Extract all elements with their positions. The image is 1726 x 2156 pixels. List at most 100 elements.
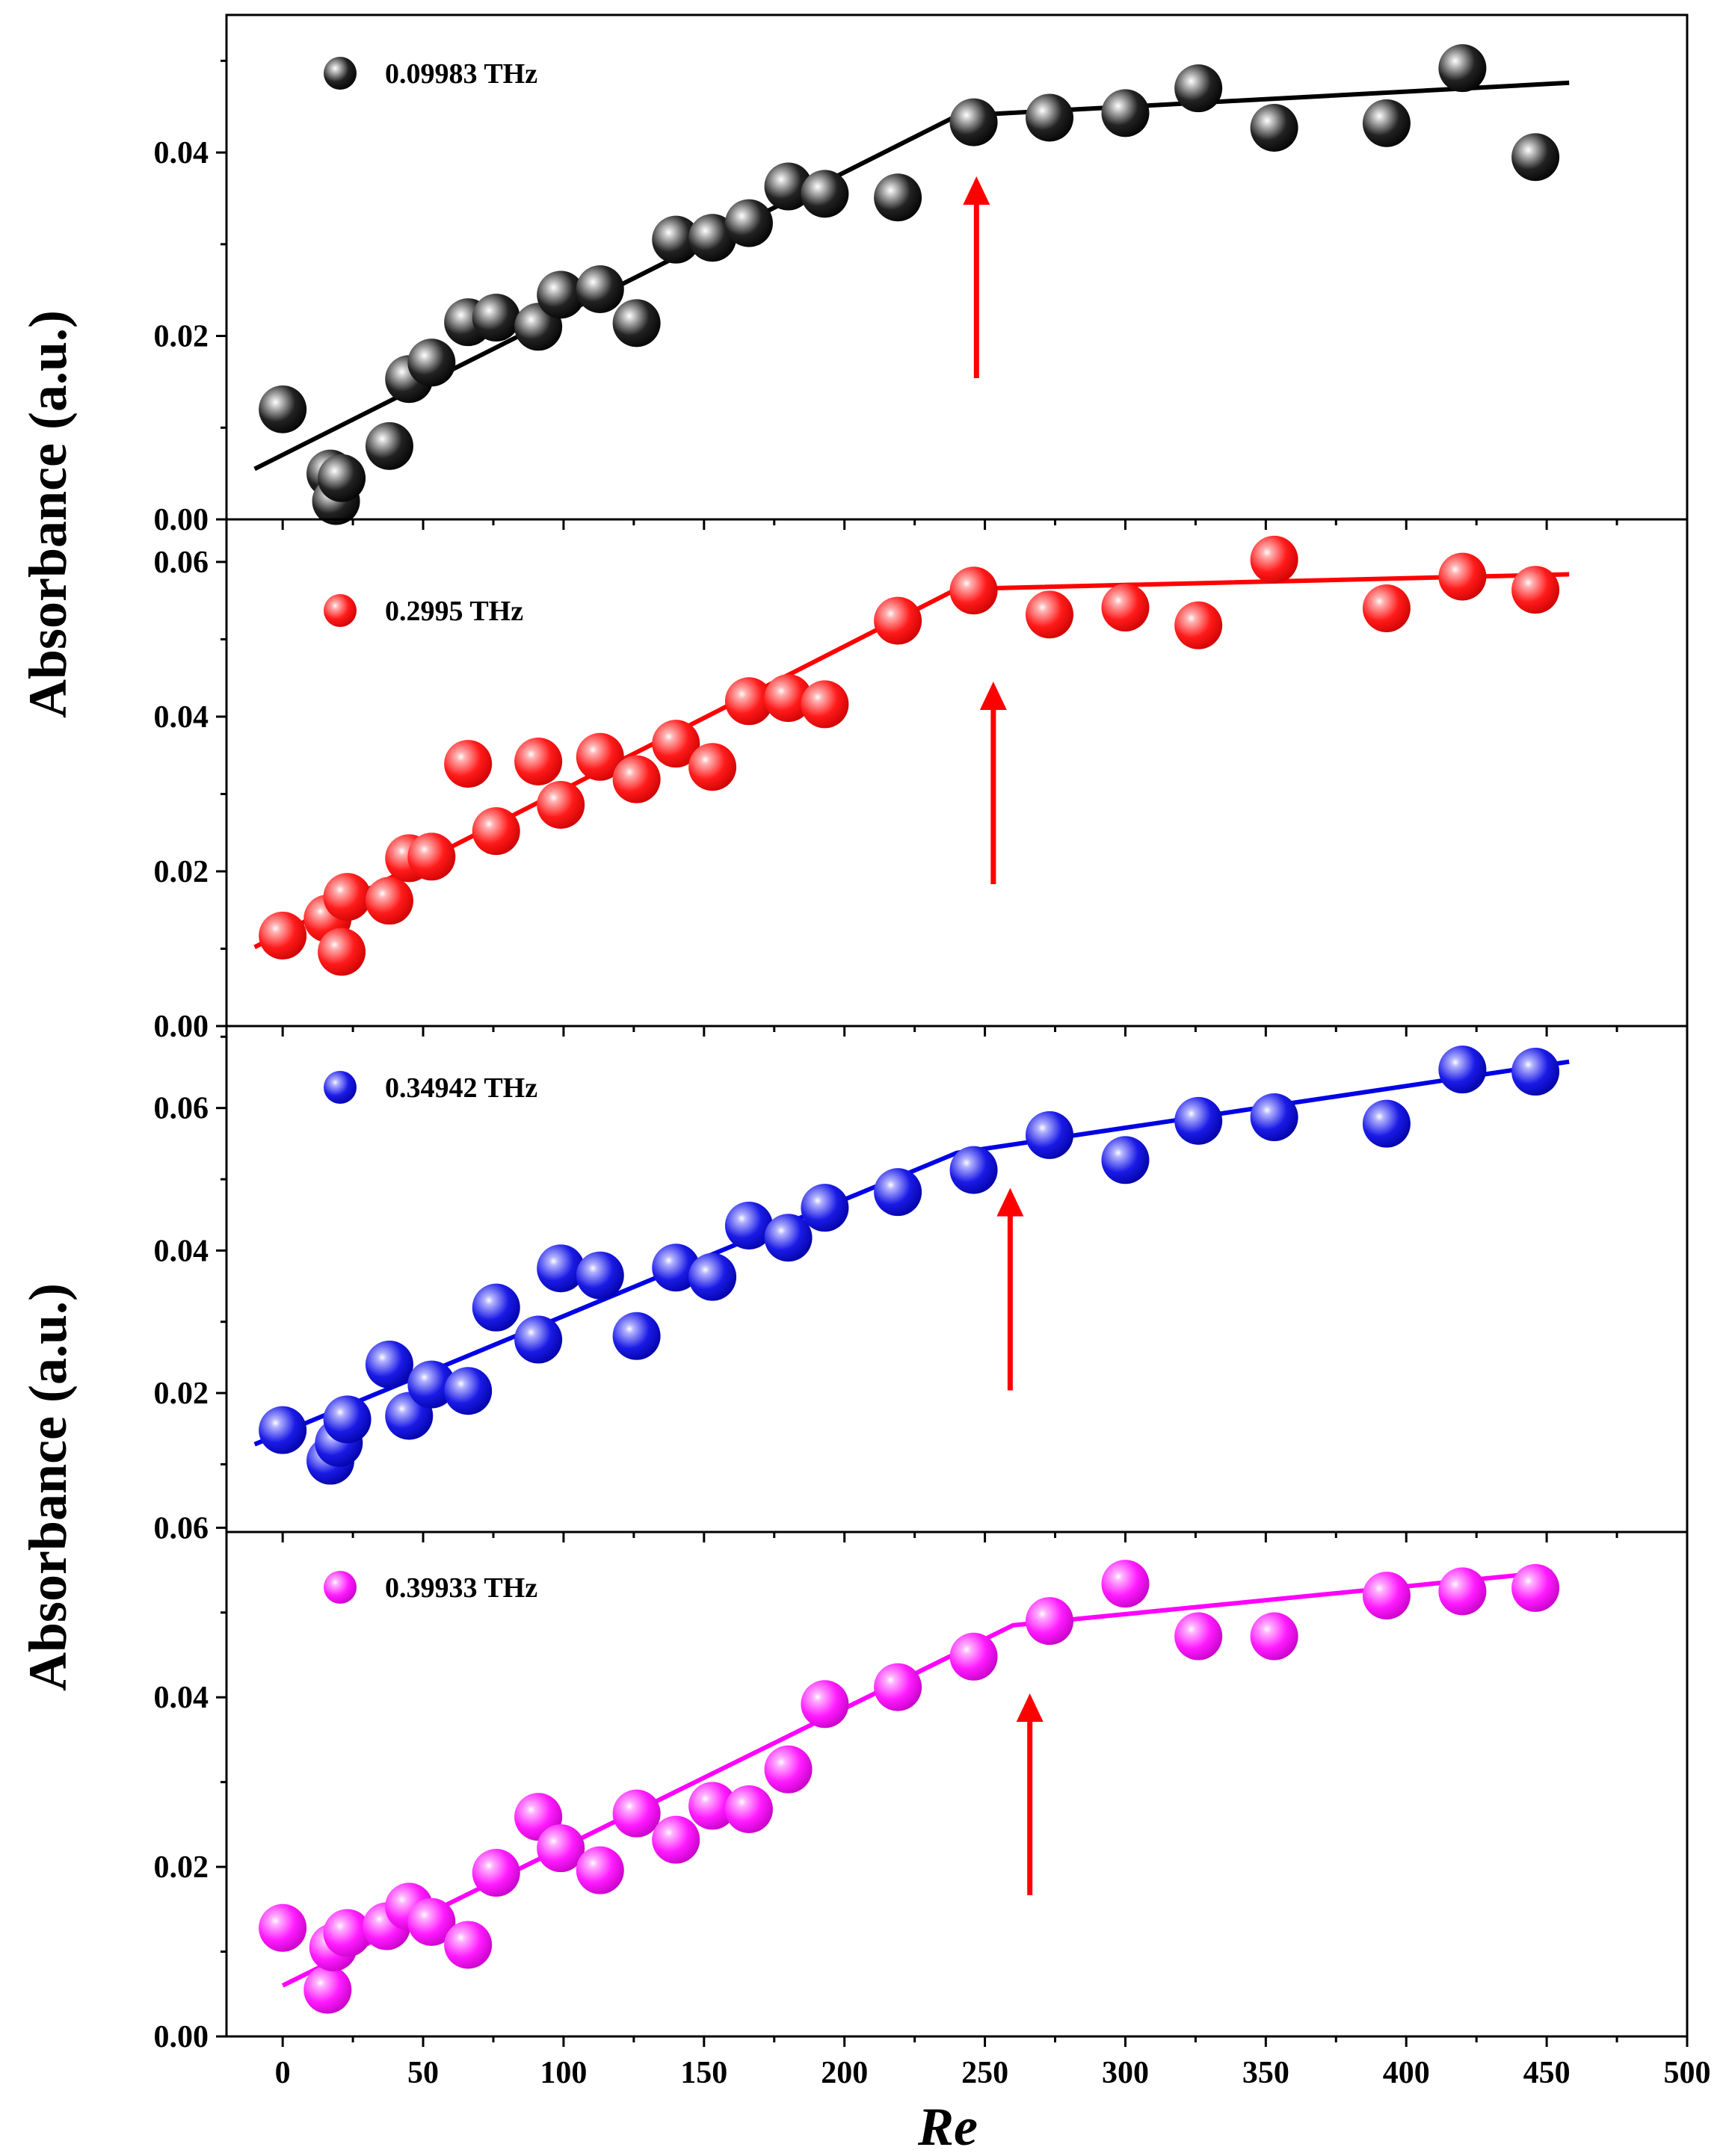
data-point bbox=[652, 720, 700, 768]
data-point bbox=[576, 1846, 624, 1894]
x-tick-label: 250 bbox=[961, 2056, 1008, 2090]
data-point bbox=[576, 265, 624, 313]
transition-arrow-head bbox=[1016, 1693, 1044, 1722]
data-point bbox=[1362, 1099, 1411, 1148]
data-point bbox=[1438, 552, 1487, 601]
data-point bbox=[949, 98, 998, 146]
data-point bbox=[652, 215, 700, 264]
x-tick-label: 300 bbox=[1102, 2056, 1149, 2090]
data-point bbox=[1174, 1096, 1223, 1145]
x-tick-label: 450 bbox=[1523, 2056, 1571, 2090]
data-point bbox=[1250, 1612, 1298, 1661]
transition-arrow-head bbox=[996, 1187, 1024, 1217]
data-point bbox=[576, 732, 624, 781]
legend-marker bbox=[324, 57, 357, 90]
legend-marker bbox=[324, 594, 357, 627]
data-point bbox=[801, 170, 849, 218]
data-point bbox=[1250, 535, 1298, 584]
data-point bbox=[1174, 64, 1223, 113]
data-point bbox=[259, 1406, 307, 1454]
data-point bbox=[801, 1680, 849, 1729]
data-point bbox=[612, 299, 661, 348]
data-point bbox=[1026, 1597, 1074, 1646]
data-point bbox=[724, 1785, 773, 1833]
panel-0: 0.00 0.02 0.04 0.09983 THz bbox=[154, 13, 1689, 537]
data-point bbox=[365, 877, 413, 925]
legend-label: 0.2995 THz bbox=[385, 596, 523, 627]
fit-line bbox=[253, 1059, 1570, 1447]
data-point bbox=[514, 1315, 563, 1364]
data-point bbox=[444, 740, 493, 788]
panel-frame bbox=[225, 1530, 1689, 2038]
data-point bbox=[949, 566, 998, 615]
panels-layer: 0.00 0.02 0.04 0.09983 THz 0.00 0.02 0.04 0.06 0… bbox=[154, 13, 1711, 2090]
data-point bbox=[318, 927, 366, 976]
data-point bbox=[1511, 1563, 1560, 1612]
data-point bbox=[365, 421, 413, 470]
data-point bbox=[874, 1663, 922, 1711]
legend-marker bbox=[324, 1071, 357, 1104]
y-axis-title-lower: Absorbance (a.u.) bbox=[18, 1283, 78, 1691]
data-point bbox=[1362, 584, 1411, 633]
data-point bbox=[537, 780, 585, 829]
legend-marker bbox=[324, 1571, 357, 1604]
data-point bbox=[514, 737, 563, 785]
x-tick-label: 100 bbox=[540, 2056, 587, 2090]
y-tick-label: 0.06 bbox=[154, 1511, 209, 1545]
data-point bbox=[1438, 1045, 1487, 1094]
data-point bbox=[652, 1815, 700, 1864]
data-point bbox=[801, 1184, 849, 1232]
y-tick-label: 0.04 bbox=[154, 1681, 209, 1715]
data-point bbox=[472, 294, 520, 342]
data-point bbox=[472, 807, 520, 856]
data-point bbox=[365, 1340, 413, 1389]
y-tick-label: 0.00 bbox=[154, 503, 209, 537]
legend-label: 0.39933 THz bbox=[385, 1572, 537, 1604]
y-tick-label: 0.02 bbox=[154, 1850, 209, 1885]
y-axis-title-upper: Absorbance (a.u.) bbox=[18, 310, 78, 718]
data-point bbox=[444, 1921, 493, 1969]
data-point bbox=[874, 173, 922, 222]
y-tick-label: 0.00 bbox=[154, 2020, 209, 2054]
axis-titles: Absorbance (a.u.) Absorbance (a.u.) Re bbox=[18, 310, 978, 2156]
data-point bbox=[801, 680, 849, 729]
data-point bbox=[688, 214, 737, 262]
transition-arrow-head bbox=[963, 176, 990, 205]
y-tick-label: 0.00 bbox=[154, 1010, 209, 1044]
data-point bbox=[724, 1201, 773, 1250]
data-point bbox=[407, 339, 456, 387]
data-point bbox=[688, 743, 737, 791]
data-point bbox=[688, 1252, 737, 1301]
data-point bbox=[1026, 1111, 1074, 1159]
y-tick-label: 0.04 bbox=[154, 1234, 209, 1268]
data-point bbox=[1250, 103, 1298, 152]
legend-label: 0.09983 THz bbox=[385, 58, 537, 90]
data-point bbox=[472, 1283, 520, 1332]
x-tick-label: 50 bbox=[407, 2056, 439, 2090]
data-point bbox=[407, 1897, 456, 1946]
data-point bbox=[407, 833, 456, 881]
y-tick-label: 0.04 bbox=[154, 136, 209, 170]
data-point bbox=[1101, 1136, 1150, 1184]
data-point bbox=[259, 1903, 307, 1952]
data-point bbox=[576, 1251, 624, 1300]
data-point bbox=[318, 454, 366, 502]
data-point bbox=[1026, 93, 1074, 142]
data-point bbox=[1101, 89, 1150, 138]
data-point bbox=[949, 1632, 998, 1681]
y-tick-label: 0.02 bbox=[154, 1377, 209, 1411]
data-point bbox=[764, 1214, 813, 1262]
data-point bbox=[1511, 1048, 1560, 1096]
data-point bbox=[1511, 133, 1560, 182]
data-point bbox=[724, 199, 773, 247]
panel-2: 0.02 0.04 0.06 0.34942 THz bbox=[154, 1025, 1689, 1542]
data-point bbox=[612, 755, 661, 803]
x-tick-label: 0 bbox=[275, 2056, 291, 2090]
data-point bbox=[1438, 1567, 1487, 1616]
x-axis-title: Re bbox=[917, 2097, 978, 2156]
data-point bbox=[444, 1367, 493, 1415]
data-point bbox=[259, 911, 307, 960]
data-point bbox=[688, 1782, 737, 1830]
data-point bbox=[1101, 584, 1150, 632]
